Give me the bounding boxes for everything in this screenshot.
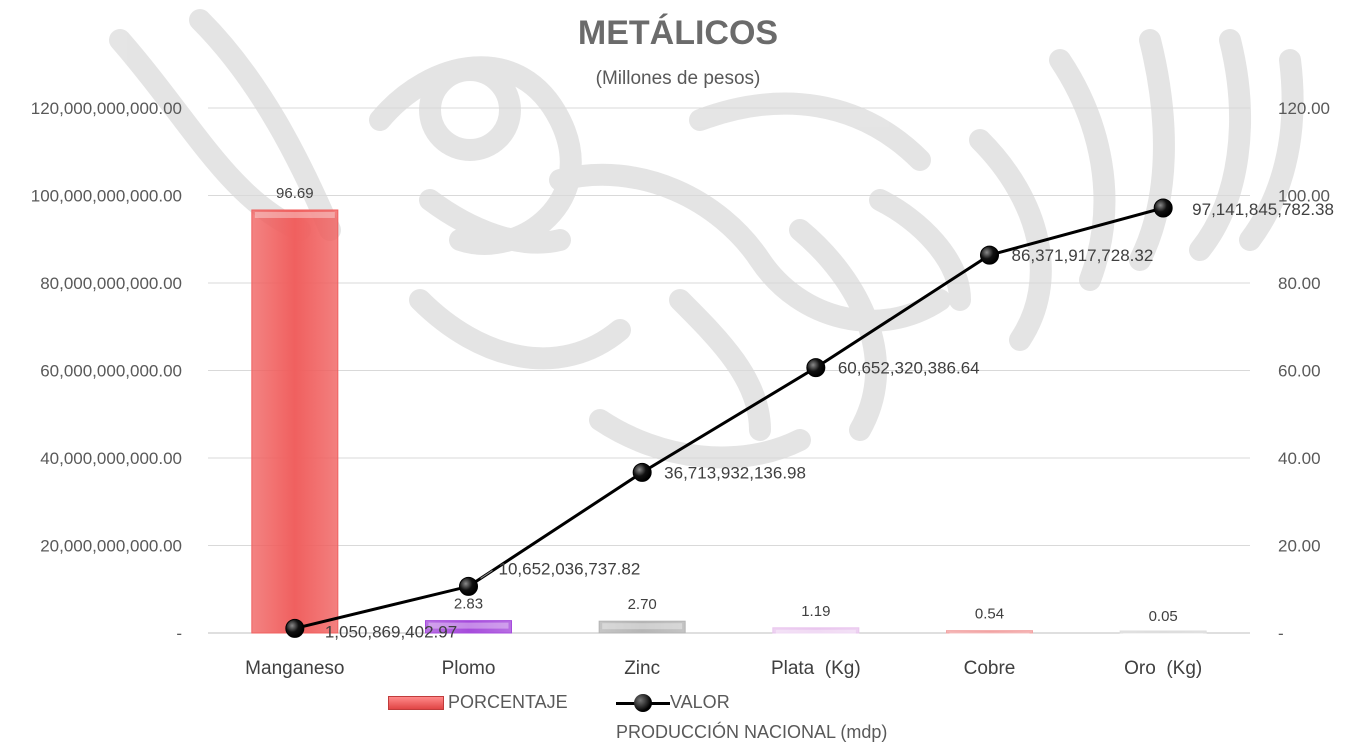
legend-label-porcentaje: PORCENTAJE	[448, 692, 568, 712]
line-point	[980, 245, 999, 265]
bar	[425, 620, 512, 634]
category-label: Zinc	[624, 658, 660, 679]
right-axis-tick-label: 120.00	[1278, 99, 1330, 118]
line-point	[285, 618, 305, 638]
legend-label-valor-line2: PRODUCCIÓN NACIONAL (mdp)	[616, 722, 888, 742]
bar-highlight	[602, 623, 683, 630]
category-label: Manganeso	[245, 658, 344, 679]
right-axis-tick-label: -	[1278, 624, 1284, 643]
bar-highlight	[254, 211, 335, 218]
bar	[1119, 630, 1207, 634]
legend-bar-swatch	[388, 696, 444, 711]
bar	[946, 630, 1033, 634]
line-data-label: 60,652,320,386.64	[838, 359, 980, 378]
category-label: Plata (Kg)	[771, 658, 861, 679]
legend-line-marker	[616, 693, 670, 713]
category-label: Cobre	[964, 658, 1016, 679]
bar-highlight	[1123, 633, 1204, 635]
bar-data-labels: 96.69 2.83 2.70 1.19 0.54 0.05	[276, 185, 1178, 625]
bar-highlight	[775, 629, 856, 635]
line-series	[285, 198, 1173, 638]
line-point	[1153, 198, 1173, 218]
bar-data-label: 0.05	[1149, 608, 1178, 625]
right-axis-tick-label: 80.00	[1278, 274, 1321, 293]
category-axis-labels: Manganeso Plomo Zinc Plata (Kg) Cobre Oro (Kg…	[245, 658, 1202, 679]
category-label: Oro (Kg)	[1124, 658, 1202, 679]
bar	[598, 620, 686, 634]
bar-data-label: 0.54	[975, 606, 1004, 623]
bar-highlight	[949, 632, 1030, 635]
right-axis-tick-label: 40.00	[1278, 449, 1321, 468]
legend-label-valor: VALOR	[670, 692, 730, 712]
left-axis-tick-label: 20,000,000,000.00	[40, 537, 182, 556]
chart-title: METÁLICOS	[577, 14, 779, 52]
left-axis: - 20,000,000,000.00 40,000,000,000.00 60,00…	[31, 99, 182, 643]
left-axis-tick-label: 100,000,000,000.00	[31, 187, 182, 206]
left-axis-tick-label: 80,000,000,000.00	[40, 274, 182, 293]
series-line	[294, 206, 1164, 630]
watermark-emblem	[109, 9, 1304, 469]
line-point	[806, 358, 826, 378]
left-axis-tick-label: 120,000,000,000.00	[31, 99, 182, 118]
legend-item-porcentaje: PORCENTAJE	[388, 692, 568, 713]
bar-data-label: 2.83	[454, 596, 483, 613]
bar	[772, 627, 860, 634]
right-axis-tick-label: 100.00	[1278, 187, 1330, 206]
legend-item-valor: VALOR	[616, 692, 730, 713]
left-axis-tick-label: 40,000,000,000.00	[40, 449, 182, 468]
line-data-label: 1,050,869,402.97	[325, 622, 457, 641]
bar	[251, 209, 339, 634]
line-data-label: 97,141,845,782.38	[1192, 200, 1334, 219]
bar-data-label: 2.70	[628, 596, 657, 613]
line-data-label: 36,713,932,136.98	[664, 463, 806, 482]
line-point	[459, 576, 478, 596]
right-axis-tick-label: 60.00	[1278, 362, 1321, 381]
bar-series	[251, 209, 1207, 635]
leader-line	[480, 569, 493, 579]
left-axis-tick-label: 60,000,000,000.00	[40, 362, 182, 381]
bar-data-label: 1.19	[801, 603, 830, 620]
bar-data-label: 96.69	[276, 185, 314, 202]
line-point	[632, 462, 652, 482]
gridlines	[208, 107, 1250, 634]
line-data-labels: 1,050,869,402.97 10,652,036,737.82 36,713,…	[325, 200, 1334, 641]
right-axis: - 20.00 40.00 60.00 80.00 100.00 120.00	[1278, 99, 1330, 643]
line-data-label: 10,652,036,737.82	[499, 559, 641, 578]
line-data-label: 86,371,917,728.32	[1012, 246, 1154, 265]
left-axis-tick-label: -	[176, 624, 182, 643]
chart-subtitle: (Millones de pesos)	[595, 68, 761, 89]
category-label: Plomo	[442, 658, 496, 679]
bar-highlight	[428, 622, 509, 629]
right-axis-tick-label: 20.00	[1278, 537, 1321, 556]
